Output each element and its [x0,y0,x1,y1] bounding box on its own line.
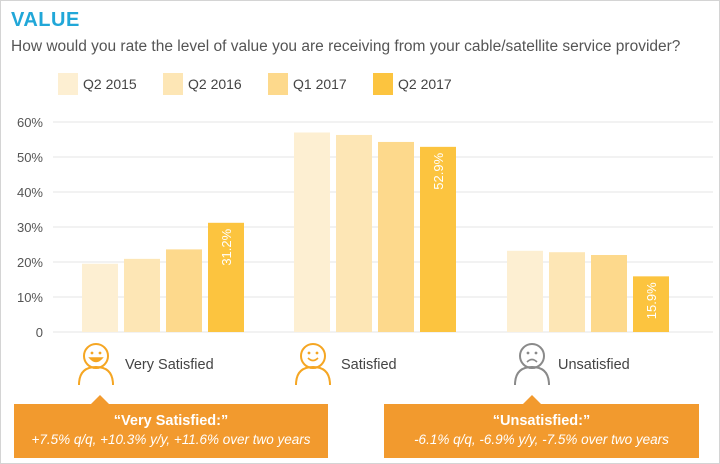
icon-eye [534,351,538,355]
callout-text: +7.5% q/q, +10.3% y/y, +11.6% over two y… [31,432,311,447]
y-tick-label: 20% [17,255,43,270]
smile-big-icon-body [78,365,114,386]
callout-very-satisfied: “Very Satisfied:” +7.5% q/q, +10.3% y/y,… [14,395,328,458]
data-label: 15.9% [644,282,659,319]
legend-swatch [268,73,288,95]
callout-arrow [522,395,542,405]
bar [208,222,244,332]
bar [378,141,414,332]
legend-swatch [58,73,78,95]
callout-text: -6.1% q/q, -6.9% y/y, -7.5% over two yea… [414,432,669,447]
survey-question: How would you rate the level of value yo… [11,38,681,55]
callout-title: “Unsatisfied:” [492,413,591,429]
category-label: Satisfied [341,357,397,373]
frown-icon-body [514,365,550,386]
callout-arrow [90,395,110,405]
y-tick-label: 0 [36,325,43,340]
icon-eye [307,351,311,355]
category-label: Unsatisfied [558,357,630,373]
bar [294,132,330,332]
smile-icon [307,357,319,362]
bar [166,249,202,332]
legend-swatch [373,73,393,95]
data-label: 52.9% [431,152,446,189]
category-label: Very Satisfied [125,357,214,373]
bar [82,263,118,332]
callout-unsatisfied: “Unsatisfied:” -6.1% q/q, -6.9% y/y, -7.… [384,395,699,458]
bar [591,255,627,332]
frown-icon [526,358,538,363]
bar [633,276,669,332]
smile-big-icon-head [83,343,109,369]
smile-big-icon [88,357,104,363]
icon-eye [526,351,530,355]
y-tick-label: 30% [17,220,43,235]
page-title: VALUE [11,9,80,31]
legend-label: Q1 2017 [293,76,347,92]
frown-icon-head [519,343,545,369]
legend-label: Q2 2016 [188,76,242,92]
smile-icon-body [295,365,331,386]
y-tick-label: 10% [17,290,43,305]
icon-eye [90,351,94,355]
bar [507,250,543,332]
legend-swatch [163,73,183,95]
callout-title: “Very Satisfied:” [113,413,229,429]
data-label: 31.2% [219,228,234,265]
icon-eye [315,351,319,355]
bar [336,134,372,332]
bar [124,258,160,332]
y-tick-label: 60% [17,115,43,130]
y-tick-label: 50% [17,150,43,165]
smile-icon-head [300,343,326,369]
legend-label: Q2 2015 [83,76,137,92]
bar-chart: Q2 2015 Q2 2016 Q1 2017 Q2 2017 0 10% 20% 30% 40… [17,73,713,386]
bar [420,146,456,332]
icon-eye [98,351,102,355]
legend-label: Q2 2017 [398,76,452,92]
bar [549,252,585,332]
y-tick-label: 40% [17,185,43,200]
